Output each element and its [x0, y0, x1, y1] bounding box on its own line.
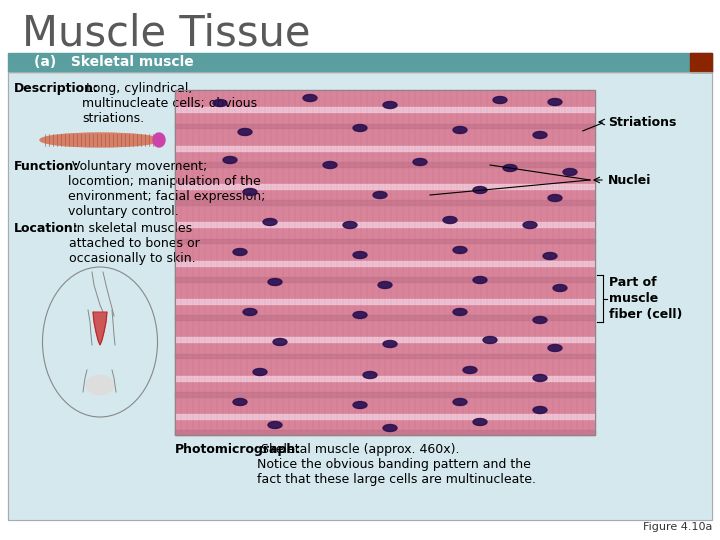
Bar	[175, 260, 595, 266]
Ellipse shape	[463, 367, 477, 374]
Text: Figure 4.10a: Figure 4.10a	[643, 522, 712, 532]
Ellipse shape	[548, 98, 562, 105]
Bar	[175, 277, 595, 282]
Ellipse shape	[243, 188, 257, 195]
Ellipse shape	[233, 399, 247, 406]
Ellipse shape	[443, 217, 457, 224]
Ellipse shape	[86, 375, 114, 395]
Ellipse shape	[493, 97, 507, 104]
Bar	[175, 145, 595, 151]
Bar	[175, 315, 595, 320]
Bar	[690, 53, 712, 72]
Bar	[175, 90, 595, 435]
Ellipse shape	[453, 246, 467, 253]
Ellipse shape	[238, 129, 252, 136]
Bar	[175, 200, 595, 205]
Ellipse shape	[453, 126, 467, 133]
Ellipse shape	[153, 133, 165, 147]
Ellipse shape	[363, 372, 377, 379]
Ellipse shape	[473, 186, 487, 193]
Ellipse shape	[253, 368, 267, 375]
Ellipse shape	[543, 253, 557, 260]
Text: Muscle Tissue: Muscle Tissue	[22, 12, 310, 54]
Bar	[175, 124, 595, 129]
Text: Location:: Location:	[14, 222, 78, 235]
Text: Skeletal muscle (approx. 460x).
Notice the obvious banding pattern and the
fact : Skeletal muscle (approx. 460x). Notice t…	[257, 443, 536, 486]
Ellipse shape	[343, 221, 357, 228]
Text: Nuclei: Nuclei	[608, 173, 652, 186]
Ellipse shape	[383, 102, 397, 109]
Ellipse shape	[483, 336, 497, 343]
Ellipse shape	[553, 285, 567, 292]
Bar	[175, 414, 595, 419]
Ellipse shape	[273, 339, 287, 346]
Bar	[8, 53, 712, 72]
Bar	[175, 430, 595, 435]
Ellipse shape	[473, 418, 487, 426]
Ellipse shape	[563, 168, 577, 176]
Bar	[175, 392, 595, 397]
Ellipse shape	[213, 99, 227, 106]
Polygon shape	[93, 312, 107, 345]
Bar	[8, 72, 712, 520]
Text: Part of
muscle
fiber (cell): Part of muscle fiber (cell)	[609, 276, 683, 321]
Ellipse shape	[323, 161, 337, 168]
Ellipse shape	[40, 133, 160, 147]
Ellipse shape	[233, 248, 247, 255]
Ellipse shape	[473, 276, 487, 284]
Ellipse shape	[413, 159, 427, 165]
Bar	[175, 184, 595, 189]
Bar	[175, 222, 595, 227]
Ellipse shape	[533, 132, 547, 138]
Ellipse shape	[533, 375, 547, 381]
Bar	[175, 299, 595, 304]
Text: Striations: Striations	[608, 116, 676, 129]
Ellipse shape	[353, 402, 367, 408]
Bar	[175, 354, 595, 359]
Ellipse shape	[223, 157, 237, 164]
Ellipse shape	[503, 165, 517, 172]
Text: Long, cylindrical,
multinucleate cells; obvious
striations.: Long, cylindrical, multinucleate cells; …	[82, 82, 257, 125]
Text: Function:: Function:	[14, 160, 79, 173]
Ellipse shape	[533, 316, 547, 323]
Ellipse shape	[533, 407, 547, 414]
Text: In skeletal muscles
attached to bones or
occasionally to skin.: In skeletal muscles attached to bones or…	[69, 222, 199, 265]
Ellipse shape	[453, 308, 467, 315]
Bar	[175, 337, 595, 342]
Ellipse shape	[353, 312, 367, 319]
Ellipse shape	[383, 341, 397, 348]
Ellipse shape	[548, 194, 562, 201]
Ellipse shape	[373, 192, 387, 199]
Ellipse shape	[383, 424, 397, 431]
Bar	[175, 375, 595, 381]
Ellipse shape	[243, 308, 257, 315]
Ellipse shape	[303, 94, 317, 102]
Ellipse shape	[353, 252, 367, 259]
Text: Voluntary movement;
locomtion; manipulation of the
environment; facial expressio: Voluntary movement; locomtion; manipulat…	[68, 160, 266, 218]
Bar	[175, 107, 595, 112]
Bar	[8, 72, 712, 520]
Ellipse shape	[353, 125, 367, 132]
Ellipse shape	[268, 279, 282, 286]
Bar	[175, 90, 595, 435]
Text: Description:: Description:	[14, 82, 99, 95]
Ellipse shape	[263, 219, 277, 226]
Ellipse shape	[268, 422, 282, 429]
Ellipse shape	[453, 399, 467, 406]
Text: (a)   Skeletal muscle: (a) Skeletal muscle	[34, 56, 194, 70]
Ellipse shape	[548, 345, 562, 352]
Ellipse shape	[523, 221, 537, 228]
Ellipse shape	[378, 281, 392, 288]
Bar	[175, 239, 595, 244]
Text: Photomicrograph:: Photomicrograph:	[175, 443, 301, 456]
Bar	[175, 162, 595, 167]
